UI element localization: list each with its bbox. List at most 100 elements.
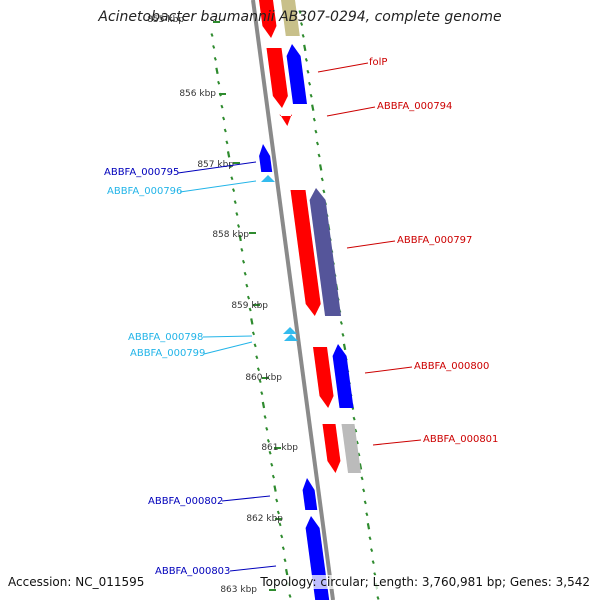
gc-tick [319,164,323,171]
gc-tick [263,415,267,419]
gc-tick [217,80,221,85]
gc-tick [370,548,374,553]
axis-label: 855 kbp [147,15,184,25]
gc-tick [362,488,366,493]
gene-arrow [259,0,277,38]
axis-label: 860 kbp [245,373,282,383]
axis-label: 858 kbp [212,230,249,240]
gc-tick [283,558,287,563]
label-leader-line [179,180,257,193]
gc-tick [355,440,359,445]
gene-block [341,424,362,473]
gc-tick [223,128,227,133]
gc-tick [258,379,262,384]
gc-tick [226,151,231,158]
gc-tick [368,536,372,541]
label-leader-line [372,439,422,446]
gc-tick [376,596,380,600]
gc-tick [288,594,292,598]
gc-tick [248,307,252,312]
trna-chevron [284,334,298,341]
gc-tick [354,428,358,433]
gc-tick [309,93,313,98]
gc-tick [232,188,236,193]
gc-tick [304,57,308,62]
gc-tick [250,318,254,325]
axis-label: 862 kbp [246,514,283,524]
gene-arrow [286,44,307,104]
label-leader-line [326,106,376,117]
label-leader-line [203,341,253,355]
gene-label: ABBFA_000800 [414,361,489,372]
gc-tick [273,485,277,492]
accession-text: Accession: NC_011595 [8,575,145,589]
gc-tick [256,367,260,372]
gene-label: ABBFA_000802 [148,496,223,507]
gc-tick [341,333,345,337]
gc-tick [281,546,285,551]
gene-block [281,0,300,36]
gc-tick [366,523,371,530]
backbone-track [251,0,335,600]
gc-tick [265,427,269,431]
gc-tick [222,116,226,121]
gene-label: ABBFA_000799 [130,348,205,359]
gene-arrow [313,347,334,408]
gc-tick [301,34,305,38]
gene-label: ABBFA_000796 [107,186,182,197]
gc-tick [285,568,289,576]
gc-tick [235,212,239,216]
gene-label: ABBFA_000795 [104,167,179,178]
backbone-line [251,0,335,600]
gc-tick [271,474,275,479]
gc-tick [371,560,375,564]
gene-arrow [332,344,354,408]
gc-tick [280,534,284,539]
gc-tick [270,462,274,467]
gc-tick [240,247,244,252]
map-title: Acinetobacter baumannii AB307-0294, comp… [98,9,502,25]
gc-tick [275,498,279,503]
gc-tick [315,141,320,146]
gc-tick [213,57,217,61]
gc-tick [306,69,310,74]
gene-labels: folP ABBFA_000794 ABBFA_000795 ABBFA_000796… [104,57,498,577]
gc-tick [320,177,324,182]
trna-chevron [283,327,297,334]
gc-tick [352,416,356,421]
gc-tick [230,176,234,181]
axis-label: 856 kbp [179,89,216,99]
gc-tick [358,463,363,470]
label-leader-line [364,366,413,374]
gene-label: ABBFA_000797 [397,235,472,246]
gc-tick [255,355,259,360]
label-leader-line [202,335,253,338]
gc-tick [317,153,321,158]
gc-tick [225,140,229,145]
gc-tick [300,22,304,26]
gc-tick [246,295,251,300]
trna-chevron [261,175,275,182]
gene-arrow [322,424,341,473]
gene-arrow [279,114,292,126]
gc-tick [242,259,246,264]
gene-arrow [259,144,273,172]
gc-tick [357,452,361,457]
gene-arrow [290,190,321,316]
gene-label: ABBFA_000798 [128,332,203,343]
gc-tick [245,283,249,288]
gc-tick [363,500,367,505]
gc-tick [298,10,302,14]
axis-label: 857 kbp [197,160,234,170]
gc-tick [276,510,280,515]
gene-arrow [302,478,318,510]
gene-label: ABBFA_000801 [423,434,498,445]
gc-tick [215,67,219,75]
gc-tick [238,234,242,242]
gc-tick [251,331,256,336]
label-leader-line [346,240,396,249]
gc-tick [303,44,307,52]
gc-tick [233,200,237,204]
gene-label: ABBFA_000794 [377,101,452,112]
